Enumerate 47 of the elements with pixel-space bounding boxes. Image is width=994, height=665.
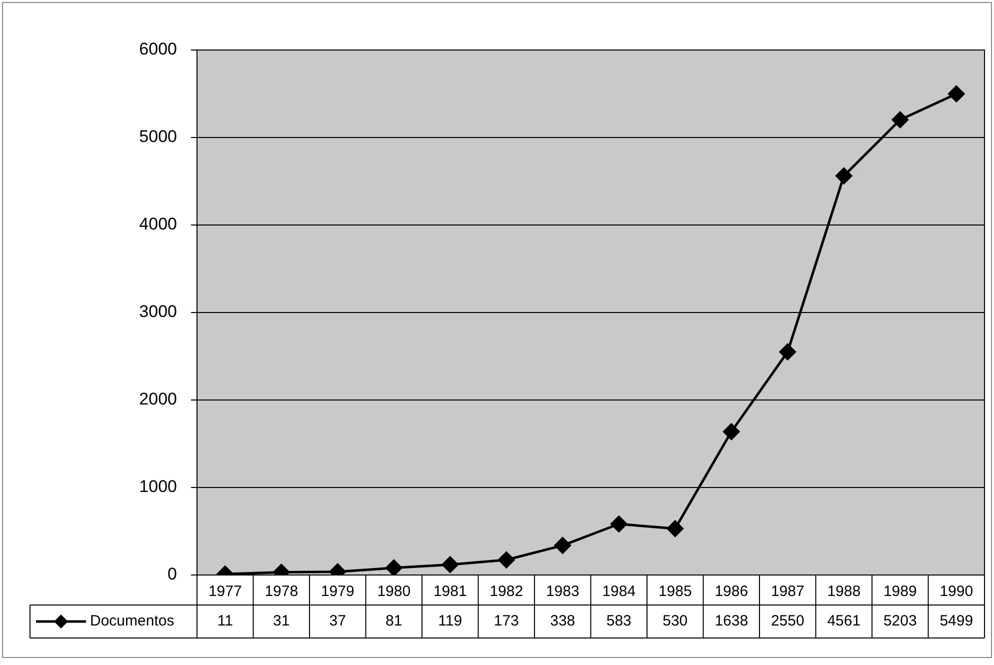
point	[892, 111, 908, 128]
data-label: 583	[606, 612, 632, 630]
point	[554, 537, 571, 554]
x-tick-label: 1983	[546, 583, 580, 600]
x-tick-label: 1990	[940, 583, 974, 600]
y-tick-label: 0	[168, 564, 177, 584]
data-label: 119	[438, 612, 462, 630]
x-tick-label: 1977	[208, 583, 242, 600]
x-tick-label: 1978	[264, 583, 298, 600]
x-tick-label: 1984	[602, 583, 636, 600]
data-label: 37	[329, 612, 346, 630]
point	[386, 560, 402, 575]
data-label: 31	[273, 612, 290, 630]
data-label: 5499	[940, 612, 974, 630]
point	[498, 552, 515, 568]
x-tick-label: 1988	[827, 583, 861, 600]
x-tick-label: 1985	[658, 583, 692, 600]
x-tick-label: 1979	[320, 583, 354, 600]
point	[723, 423, 740, 440]
x-tick-label: 1981	[433, 583, 467, 600]
point	[779, 344, 796, 360]
y-tick-label: 5000	[139, 127, 177, 146]
x-tick-label: 1982	[490, 583, 524, 600]
point	[948, 86, 965, 102]
point	[836, 168, 852, 184]
x-tick-label: 1987	[770, 583, 804, 600]
x-tick-label: 1986	[714, 583, 748, 600]
data-label: 1638	[714, 612, 748, 630]
data-label: 530	[662, 612, 688, 630]
legend-label: Documentos	[90, 612, 174, 630]
point	[610, 516, 628, 532]
data-label: 2550	[770, 612, 804, 630]
y-tick-label: 6000	[139, 40, 177, 59]
x-tick-label: 1989	[883, 583, 917, 600]
data-label: 4561	[827, 612, 861, 630]
point	[442, 556, 458, 573]
data-label: 338	[550, 612, 576, 630]
y-tick-label: 3000	[139, 302, 177, 322]
x-tick-label: 1980	[377, 583, 411, 600]
data-label: 11	[217, 612, 233, 630]
data-label: 5203	[883, 612, 917, 630]
data-label: 81	[386, 612, 402, 630]
data-label: 173	[494, 612, 519, 630]
y-tick-label: 2000	[139, 390, 177, 409]
point	[666, 520, 684, 537]
y-tick-label: 1000	[139, 477, 177, 496]
y-tick-label: 4000	[139, 214, 177, 234]
